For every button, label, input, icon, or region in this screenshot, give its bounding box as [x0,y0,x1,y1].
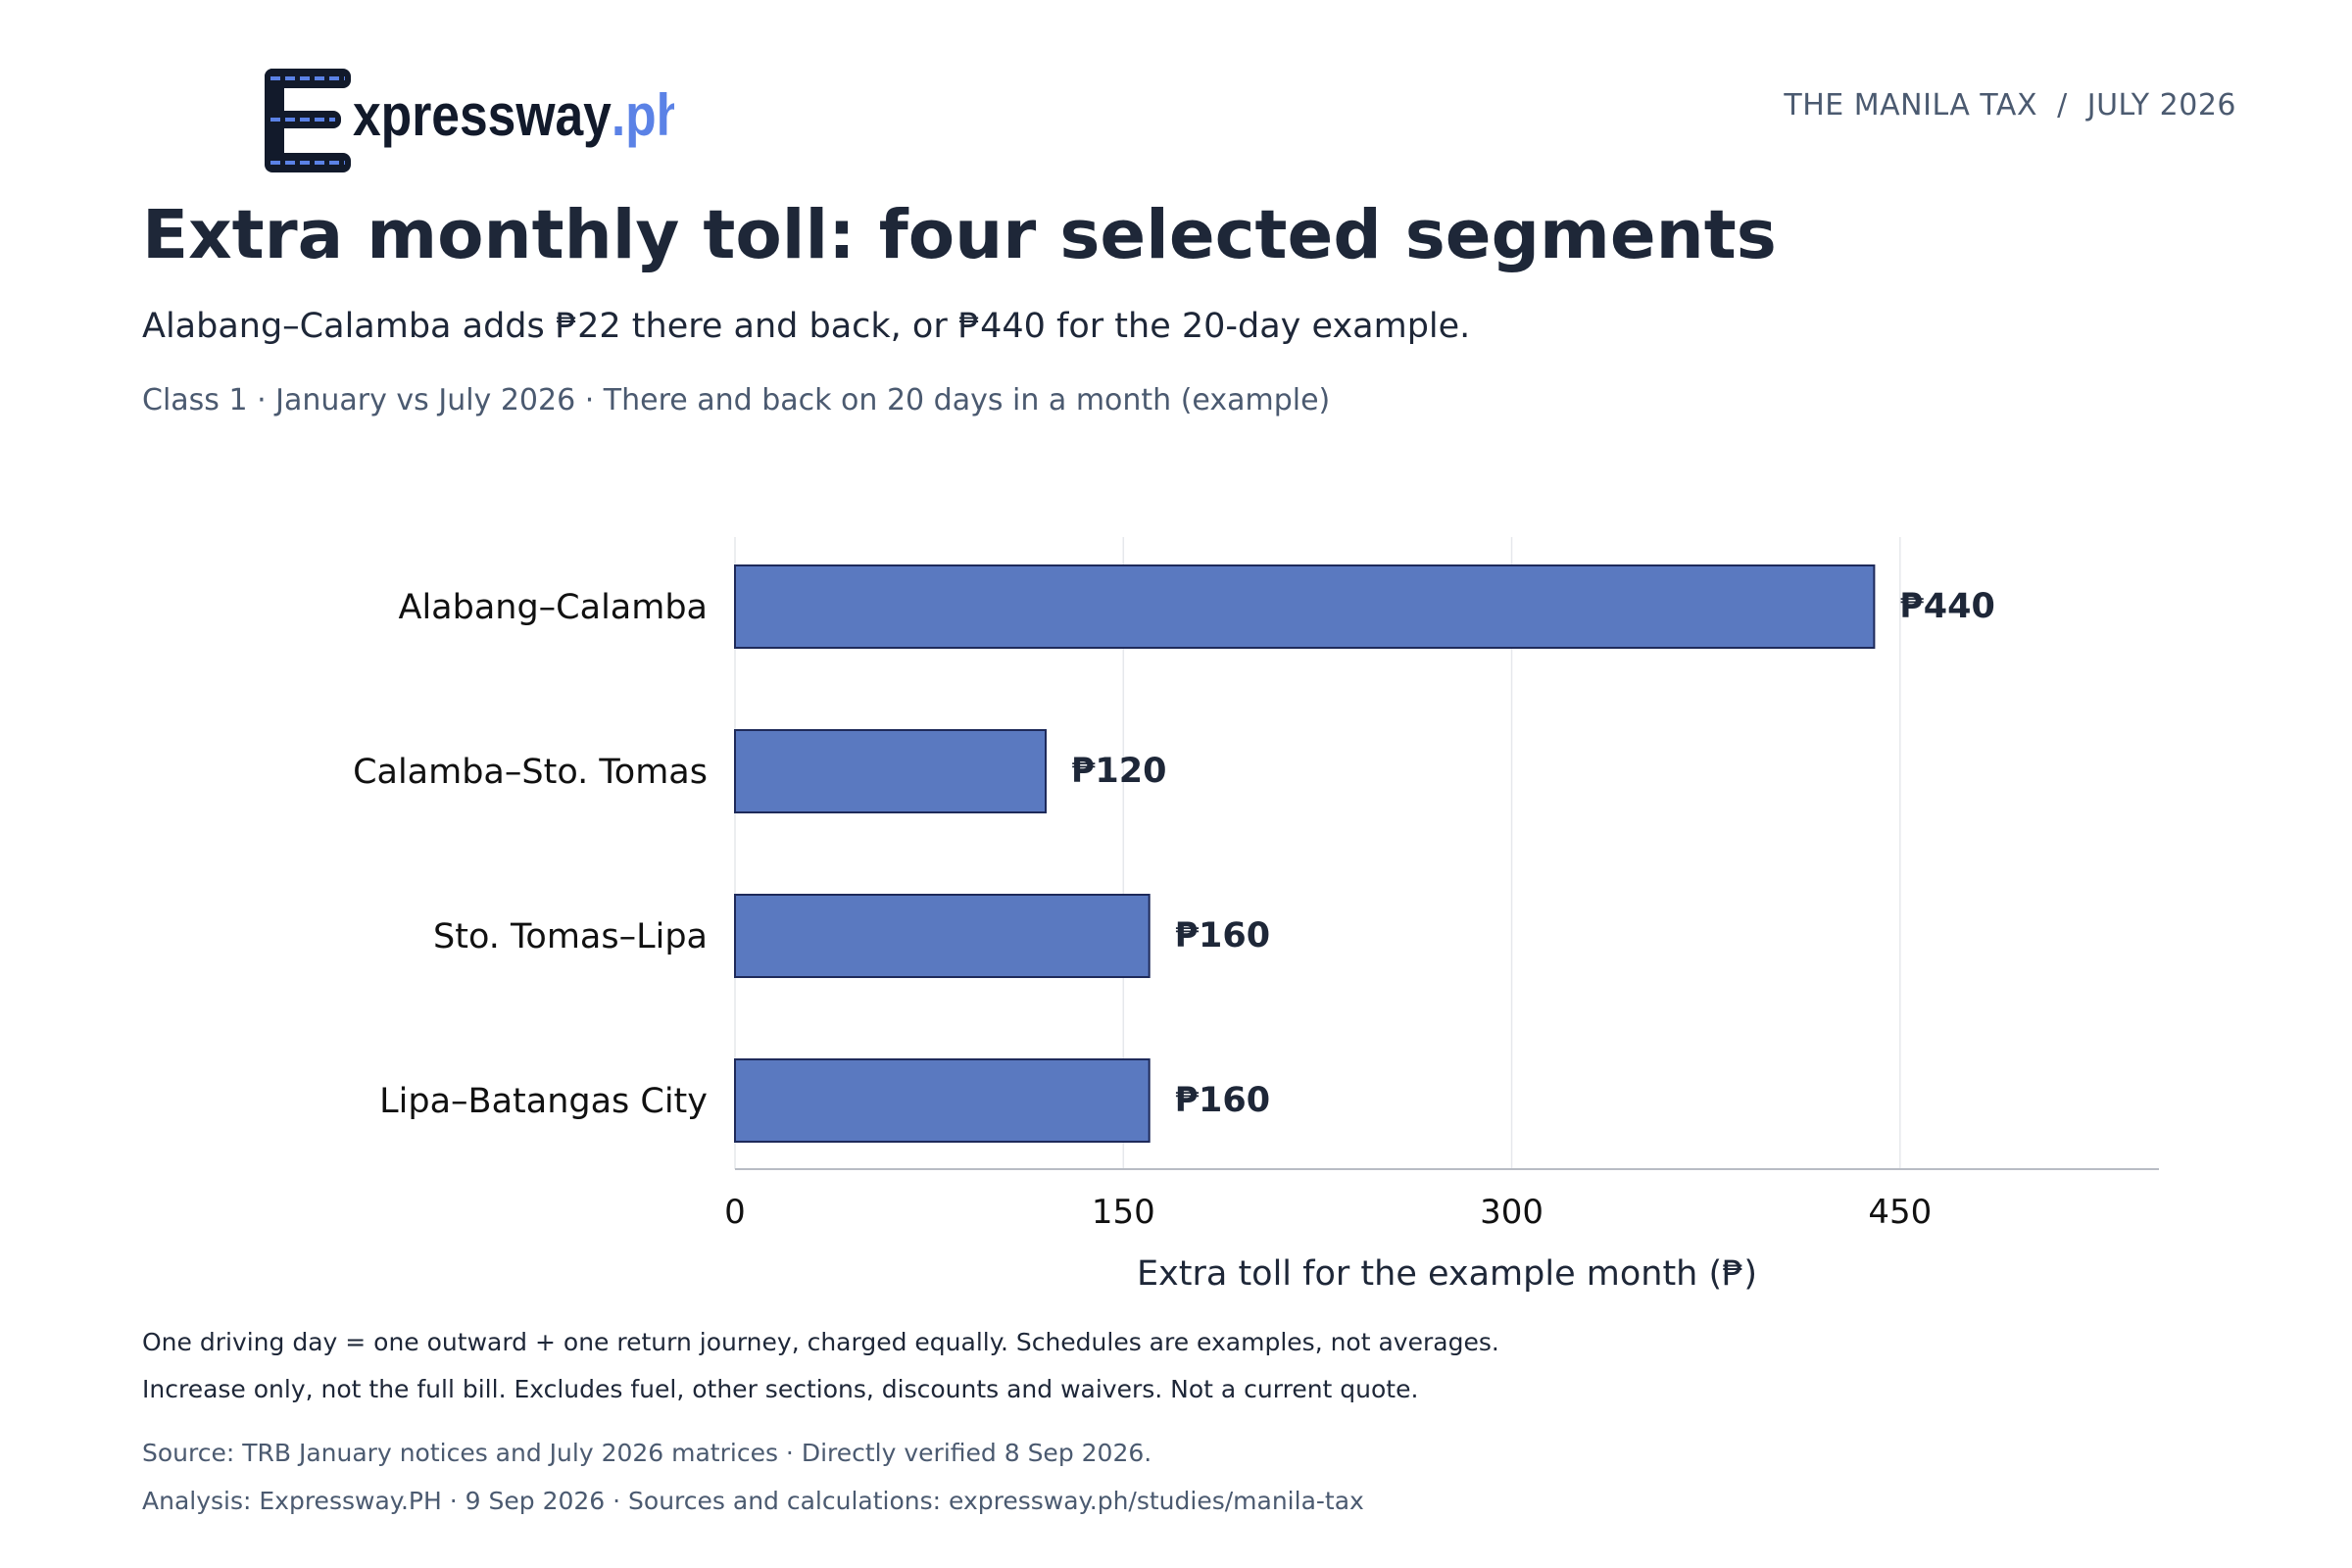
value-label: ₱440 [1899,587,1994,626]
value-label: ₱160 [1175,1081,1270,1120]
svg-text:xpressway.ph: xpressway.ph [353,81,674,148]
x-tick-label: 450 [1868,1193,1932,1232]
bar [734,729,1048,813]
footnote-1: One driving day = one outward + one retu… [142,1328,1499,1356]
bar-chart: 0 150 300 450 Extra toll for the example mon… [353,537,2159,1294]
bar [734,894,1151,978]
x-tick-label: 150 [1092,1193,1155,1232]
category-label: Alabang–Calamba [399,588,709,627]
value-label: ₱120 [1071,752,1166,791]
analysis-line: Analysis: Expressway.PH · 9 Sep 2026 · S… [142,1487,1364,1515]
x-axis-label: Extra toll for the example month (₱) [1137,1254,1757,1294]
bar [734,1058,1151,1143]
issue-label: THE MANILA TAX / JULY 2026 [1784,88,2236,122]
chart-meta: Class 1 · January vs July 2026 · There a… [142,383,1331,417]
value-label: ₱160 [1175,916,1270,956]
x-tick-label: 300 [1480,1193,1544,1232]
source-line: Source: TRB January notices and July 202… [142,1439,1152,1467]
category-label: Lipa–Batangas City [379,1082,708,1121]
category-label: Calamba–Sto. Tomas [353,753,708,792]
chart-title: Extra monthly toll: four selected segmen… [142,196,1777,274]
bar [734,564,1876,649]
chart-subtitle: Alabang–Calamba adds ₱22 there and back,… [142,307,1471,346]
expressway-logo: xpressway.ph [265,69,674,172]
x-tick-label: 0 [724,1193,746,1232]
logo-domain: .ph [612,81,674,148]
category-label: Sto. Tomas–Lipa [433,917,708,956]
logo-wordmark: xpressway [353,81,612,148]
footnote-2: Increase only, not the full bill. Exclud… [142,1375,1419,1403]
